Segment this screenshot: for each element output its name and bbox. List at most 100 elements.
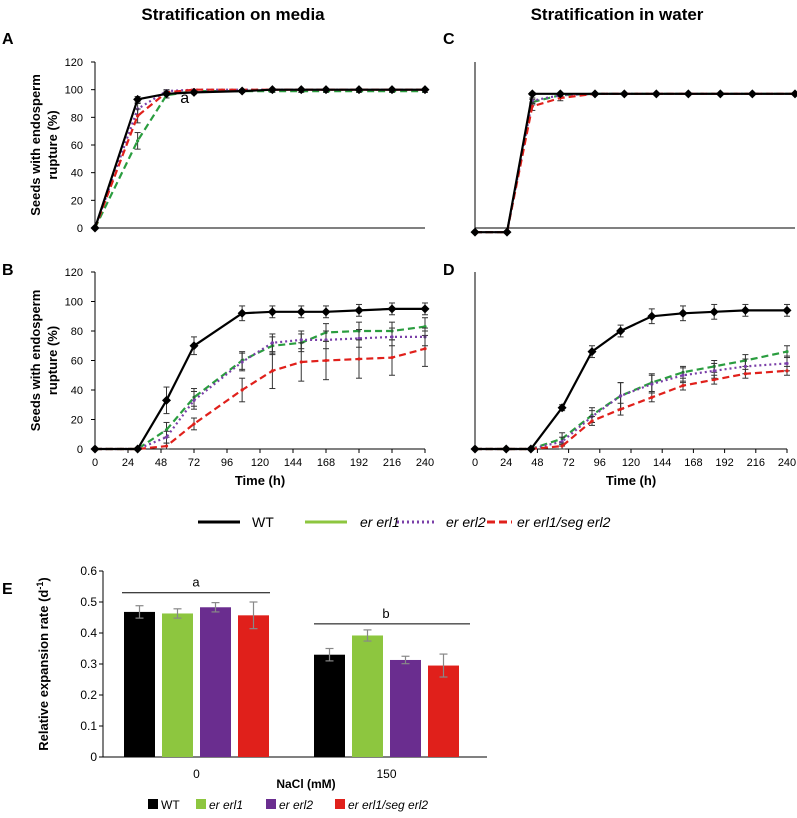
panel-c-series-wt-point — [527, 89, 537, 99]
panel-a-y-label: Seeds with endosperm rupture (%) — [28, 74, 60, 216]
panel-a-series-wt-point — [387, 85, 397, 95]
panel-b-series-er-erl1-seg-erl2-point — [423, 347, 427, 351]
panel-a-y-tick-label: 80 — [71, 112, 83, 124]
bar-legend-label-wt: WT — [161, 798, 180, 812]
panel-b-series-wt-point — [267, 307, 277, 317]
panel-e-significance-letter: b — [382, 606, 389, 621]
bar-legend-swatch-wt — [148, 799, 158, 809]
panel-d-series-er-erl1-seg-erl2-point — [619, 407, 623, 411]
panel-b-x-tick-label: 24 — [122, 457, 134, 469]
panel-d-series-wt-line — [475, 309, 787, 451]
panel-b-series-er-erl1-seg-erl2 — [93, 330, 428, 451]
panel-b-x-tick-label: 48 — [155, 457, 167, 469]
legend-label-er-erl1: er erl1 — [360, 514, 400, 530]
panel-c-series-wt-point — [651, 89, 661, 99]
panel-d-x-label: Time (h) — [606, 473, 656, 488]
panel-b-series-er-erl1-seg-erl2-point — [324, 358, 328, 363]
panel-d-x-tick-label: 168 — [684, 457, 702, 469]
panel-d-series-er-erl2 — [473, 355, 790, 451]
panel-c-series-er-erl1-seg-erl2-line — [475, 92, 795, 234]
panel-d-series-er-erl2-point — [650, 382, 654, 386]
panel-a-series-wt-point — [267, 85, 277, 95]
panel-d-x-tick-label: 192 — [715, 457, 733, 469]
panel-d-series-er-erl2-point — [560, 440, 564, 444]
panel-c-series-wt-point — [590, 89, 600, 99]
panel-a-series-wt-point — [237, 86, 247, 96]
panel-b-y-label: Seeds with endosperm rupture (%) — [28, 290, 60, 432]
panel-b-series-wt-point — [420, 304, 430, 314]
panel-b-series-wt-point — [133, 444, 143, 454]
panel-b-series-er-erl2 — [93, 327, 428, 451]
panel-c-series-wt-point — [715, 89, 725, 99]
panel-b-series-er-erl1-seg-erl2-point — [192, 422, 196, 426]
panel-d-series-wt-point — [557, 403, 567, 413]
panel-b-y-tick-label: 120 — [65, 267, 83, 279]
panel-d-series-er-erl2-line — [475, 362, 788, 451]
panel-a-series-wt-point — [321, 85, 331, 95]
panel-d-series-er-erl1-seg-erl2-point — [743, 372, 748, 376]
panel-d-series-wt-point — [526, 444, 536, 454]
panel-d-series-wt-point — [647, 311, 657, 321]
panel-d-series-er-erl2-point — [785, 361, 789, 366]
panel-b-x-tick-label: 0 — [92, 457, 98, 469]
panel-a-series-wt-point — [354, 85, 364, 95]
panel-b-series-er-erl1-seg-erl2-point — [357, 357, 361, 361]
heading-left: Stratification on media — [141, 5, 325, 24]
panel-a-series-er-erl1-seg-erl2-point — [136, 114, 140, 118]
panel-c-series-wt-point — [502, 227, 512, 237]
panel-b-series-er-erl2-point — [357, 336, 361, 340]
panel-e-y-tick-label: 0.4 — [80, 626, 97, 640]
panel-a-series-wt-line — [93, 88, 425, 229]
panel-e-y-tick-label: 0.5 — [80, 595, 97, 609]
panel-b-series-er-erl2-point — [164, 435, 169, 439]
bar-legend-swatch-er-erl1-seg-erl2 — [335, 799, 345, 809]
panel-d-x-tick-label: 120 — [622, 457, 640, 469]
panel-e-bar-er-erl1-seg-erl2-150 — [428, 665, 459, 757]
panel-e-bar-wt-150 — [314, 654, 345, 757]
panel-e-bar-er-erl2-0 — [200, 607, 231, 757]
panel-a-series-wt-point — [162, 89, 171, 99]
panel-c-series-er-erl1-seg-erl2-point — [530, 104, 534, 108]
panel-b-x-label: Time (h) — [235, 473, 285, 488]
panel-b-series-wt-point — [387, 304, 397, 314]
panel-d-series-er-erl2-point — [681, 373, 685, 377]
panel-label-e: E — [2, 581, 13, 598]
panel-b-x-tick-label: 72 — [188, 457, 200, 469]
panel-d-series-er-erl1-seg-erl2-point — [590, 419, 594, 423]
bar-legend: WT er erl1 er erl2 er erl1/seg erl2 — [148, 798, 428, 812]
panel-d-series-wt-point — [470, 444, 480, 454]
panel-b-y-tick-label: 80 — [71, 326, 83, 338]
panel-d-x-tick-label: 144 — [653, 457, 671, 469]
panel-b-series-er-erl1-seg-erl2-point — [390, 355, 394, 360]
panel-e-bar-wt-0 — [124, 611, 155, 757]
panel-a-y-tick-label: 40 — [71, 168, 83, 180]
panel-a-y-tick-label: 0 — [77, 223, 83, 235]
panel-a-annotation: a — [180, 90, 189, 107]
panel-b-y-label-line1: Seeds with endosperm — [28, 290, 43, 432]
panel-b-series-er-erl2-line — [95, 335, 425, 451]
panel-a-y-label-line2: rupture (%) — [45, 110, 60, 179]
panel-b-series-wt-point — [354, 305, 364, 315]
panel-b-series-er-erl2-point — [192, 398, 196, 402]
panel-a-y-tick-label: 20 — [71, 195, 83, 207]
panel-e-plot: 0 0.1 0.2 0.3 0.4 0.5 0.6 Relative expansion ra… — [35, 564, 487, 791]
panel-c-plot — [470, 62, 797, 237]
panel-b-y-label-line2: rupture (%) — [45, 326, 60, 395]
panel-d-x-tick-label: 240 — [778, 457, 796, 469]
heading-right: Stratification in water — [531, 5, 704, 24]
panel-d-series-er-erl1-point — [785, 350, 789, 354]
panel-b-series-er-erl1 — [93, 317, 428, 451]
legend-label-wt: WT — [252, 514, 274, 530]
panel-d-x-tick-label: 48 — [531, 457, 543, 469]
legend-label-er-erl1-seg-erl2: er erl1/seg erl2 — [517, 514, 611, 530]
panel-b-series-er-erl2-point — [270, 341, 274, 345]
panel-b-y-tick-label: 100 — [65, 297, 83, 309]
panel-label-b: B — [2, 262, 14, 279]
panel-c-series-er-erl1-seg-erl2 — [473, 92, 797, 234]
panel-b-x-tick-label: 144 — [284, 457, 302, 469]
panel-e-y-tick-label: 0.6 — [80, 564, 97, 578]
panel-b-series-wt — [90, 302, 430, 454]
panel-a-y-label-line1: Seeds with endosperm — [28, 74, 43, 216]
panel-b-series-er-erl1-point — [423, 324, 427, 329]
